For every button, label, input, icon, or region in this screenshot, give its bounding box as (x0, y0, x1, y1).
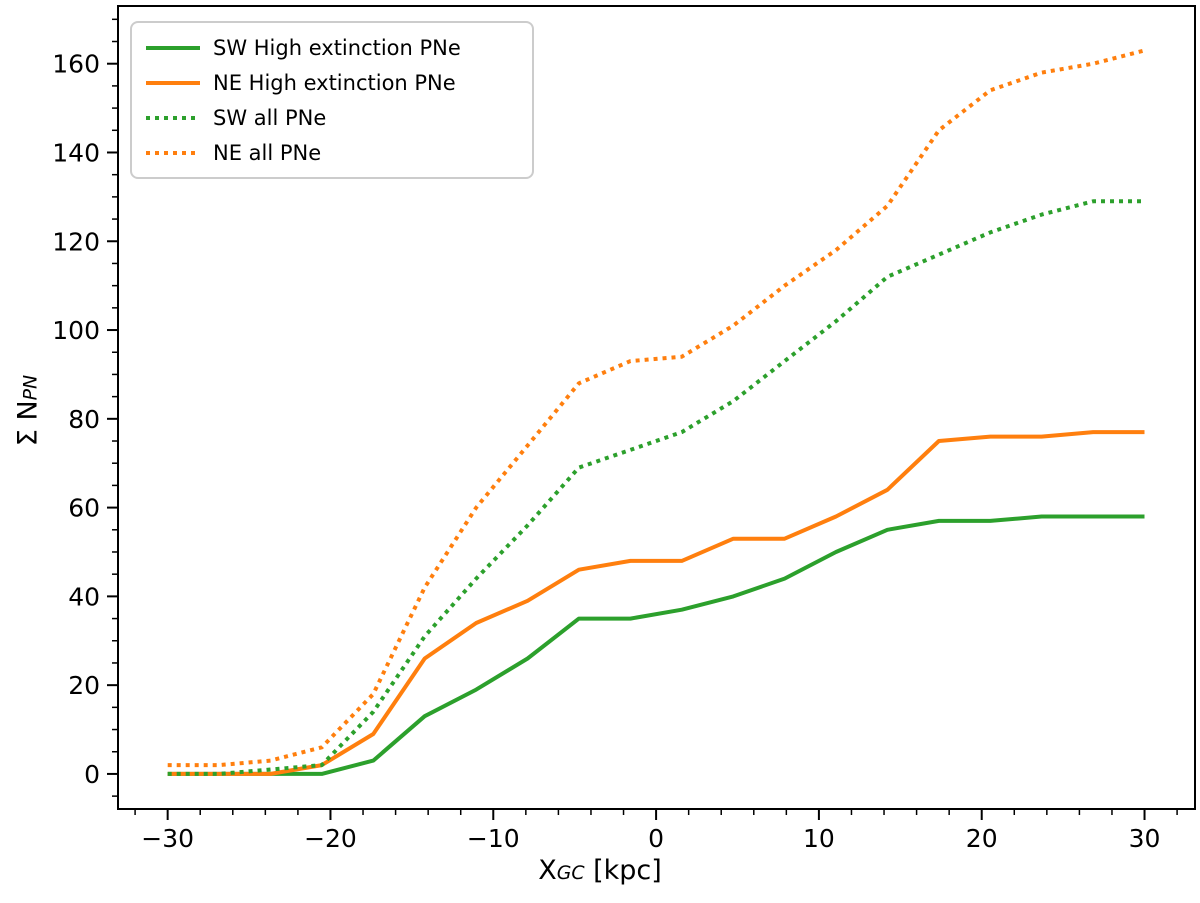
y-tick-label: 80 (68, 405, 100, 434)
series-ne-all-pne (167, 48, 1146, 768)
legend-item: SW all PNe (146, 100, 518, 135)
y-tick-label: 140 (52, 138, 100, 167)
y-tick-label: 100 (52, 316, 100, 345)
y-tick-label: 0 (84, 760, 100, 789)
legend-item: SW High extinction PNe (146, 30, 518, 65)
legend: SW High extinction PNe NE High extinctio… (130, 21, 534, 179)
series-sw-high-extinction-pne (167, 514, 1145, 776)
y-axis-label: Σ NPN (12, 374, 44, 447)
x-tick-label: 0 (648, 824, 664, 853)
y-tick-label: 120 (52, 227, 100, 256)
x-tick-label: 30 (1129, 824, 1161, 853)
x-tick-label: 20 (966, 824, 998, 853)
legend-item: NE all PNe (146, 135, 518, 170)
y-tick-label: 20 (68, 671, 100, 700)
legend-item-label: SW all PNe (213, 105, 327, 130)
legend-line-solid-orange-icon (146, 80, 200, 85)
legend-line-dotted-green-icon (146, 115, 200, 120)
y-tick-label: 160 (52, 50, 100, 79)
legend-line-solid-green-icon (146, 45, 200, 50)
x-tick-label: −20 (304, 824, 357, 853)
x-tick-label: 10 (803, 824, 835, 853)
series-sw-all-pne (167, 199, 1145, 776)
legend-line-dotted-orange-icon (146, 150, 200, 155)
legend-item-label: NE all PNe (213, 140, 322, 165)
legend-item-label: NE High extinction PNe (213, 70, 456, 95)
y-tick-label: 40 (68, 582, 100, 611)
x-tick-label: −30 (141, 824, 194, 853)
x-axis-label: XGC [kpc] (538, 855, 662, 886)
x-tick-label: −10 (467, 824, 520, 853)
legend-item-label: SW High extinction PNe (213, 35, 461, 60)
y-tick-label: 60 (68, 494, 100, 523)
series-ne-high-extinction-pne (167, 430, 1145, 776)
legend-item: NE High extinction PNe (146, 65, 518, 100)
